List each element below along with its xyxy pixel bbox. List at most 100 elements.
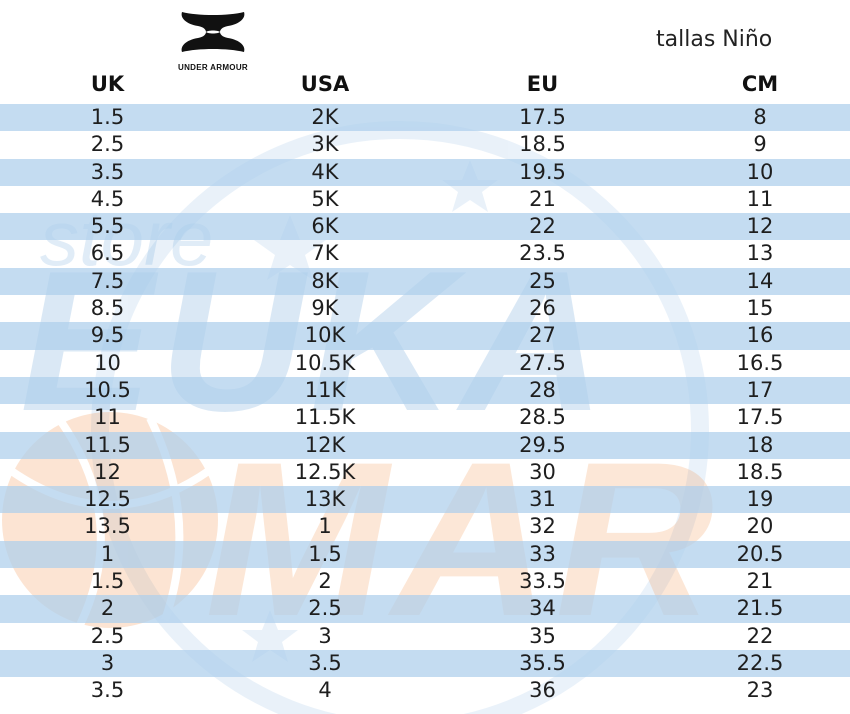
- size-table: 1.5 2K 17.5 8 2.5 3K 18.5 9 3.5 4K 19.5 10 4.5 5K 21 11…: [0, 104, 850, 705]
- table-row: 1.5 2 33.5 21: [0, 568, 850, 595]
- table-cell-usa: 3: [318, 623, 332, 648]
- column-header-cm: CM: [741, 72, 779, 96]
- table-cell-usa: 1.5: [308, 541, 342, 566]
- table-cell-uk: 12.5: [84, 487, 131, 512]
- table-cell-cm: 16: [746, 323, 774, 348]
- table-cell-uk: 2: [100, 596, 115, 621]
- under-armour-logo-text: UNDER ARMOUR: [178, 63, 248, 72]
- table-cell-cm: 23: [746, 678, 774, 703]
- table-cell-uk: 11: [94, 405, 121, 430]
- table-cell-usa: 2K: [311, 105, 339, 129]
- table-row: 12.5 13K 31 19: [0, 486, 850, 514]
- table-cell-usa: 12K: [304, 432, 346, 457]
- page-subtitle: tallas Niño: [656, 27, 773, 52]
- table-cell-cm: 15: [746, 296, 774, 321]
- under-armour-logo-icon: [181, 12, 245, 52]
- table-cell-cm: 8: [753, 105, 767, 129]
- table-cell-eu: 32: [529, 514, 556, 539]
- table-cell-eu: 36: [529, 678, 556, 703]
- table-cell-uk: 3: [100, 650, 115, 675]
- table-cell-eu: 30: [529, 459, 556, 484]
- table-cell-uk: 2.5: [90, 132, 125, 157]
- table-cell-uk: 1.5: [90, 569, 125, 594]
- table-row: 5.5 6K 22 12: [0, 213, 850, 241]
- table-cell-cm: 13: [746, 241, 774, 266]
- column-header-eu: EU: [526, 72, 559, 96]
- table-cell-cm: 18.5: [736, 459, 784, 484]
- table-cell-cm: 22: [746, 623, 774, 648]
- table-cell-cm: 19: [746, 487, 774, 512]
- table-cell-cm: 22.5: [736, 650, 784, 675]
- table-row: 13.5 1 32 20: [0, 513, 850, 540]
- table-cell-eu: 25: [529, 268, 556, 293]
- table-cell-usa: 6K: [311, 214, 339, 239]
- table-cell-cm: 12: [746, 214, 774, 239]
- table-cell-uk: 3.5: [90, 159, 125, 184]
- table-cell-uk: 1: [100, 541, 115, 566]
- table-cell-usa: 10.5K: [294, 350, 356, 375]
- table-cell-usa: 2.5: [308, 596, 342, 621]
- table-cell-uk: 11.5: [84, 432, 131, 457]
- column-header-usa: USA: [300, 72, 350, 96]
- table-row: 11.5 12K 29.5 18: [0, 431, 850, 459]
- table-cell-uk: 2.5: [90, 623, 125, 648]
- table-cell-cm: 17.5: [736, 405, 784, 430]
- table-cell-cm: 9: [753, 132, 767, 157]
- under-armour-logo: UNDER ARMOUR: [160, 10, 266, 72]
- table-row: 8.5 9K 26 15: [0, 295, 850, 322]
- table-row: 11 11.5K 28.5 17.5: [0, 404, 850, 431]
- table-row: 3.5 4 36 23: [0, 677, 850, 704]
- table-cell-usa: 4K: [311, 159, 339, 184]
- table-cell-cm: 21.5: [736, 596, 784, 621]
- table-cell-usa: 3.5: [308, 650, 342, 675]
- table-row: 9.5 10K 27 16: [0, 322, 850, 350]
- table-cell-eu: 35: [529, 623, 556, 648]
- table-cell-eu: 28: [529, 377, 556, 402]
- table-row: 2 2.5 34 21.5: [0, 595, 850, 623]
- table-cell-eu: 27: [529, 323, 556, 348]
- table-row: 12 12.5K 30 18.5: [0, 459, 850, 486]
- table-cell-cm: 16.5: [736, 350, 784, 375]
- table-cell-uk: 7.5: [90, 268, 125, 293]
- column-header-uk: UK: [90, 72, 125, 96]
- table-row: 6.5 7K 23.5 13: [0, 240, 850, 267]
- table-cell-usa: 10K: [304, 323, 346, 348]
- table-cell-eu: 18.5: [519, 132, 566, 157]
- table-cell-usa: 9K: [311, 296, 339, 321]
- table-cell-usa: 11K: [304, 377, 346, 402]
- table-cell-cm: 11: [746, 186, 774, 211]
- table-cell-eu: 17.5: [519, 105, 566, 129]
- table-row: 1.5 2K 17.5 8: [0, 104, 850, 132]
- table-cell-uk: 12: [94, 459, 121, 484]
- table-cell-uk: 9.5: [90, 323, 125, 348]
- table-cell-eu: 26: [529, 296, 556, 321]
- table-cell-eu: 31: [529, 487, 556, 512]
- table-cell-cm: 10: [746, 159, 774, 184]
- table-cell-usa: 4: [318, 678, 332, 703]
- table-row: 7.5 8K 25 14: [0, 267, 850, 296]
- table-cell-eu: 29.5: [519, 432, 566, 457]
- table-cell-uk: 3.5: [90, 678, 125, 703]
- table-cell-cm: 14: [746, 268, 774, 293]
- table-cell-usa: 2: [318, 569, 332, 594]
- table-cell-usa: 1: [318, 514, 332, 539]
- table-row: 3.5 4K 19.5 10: [0, 158, 850, 186]
- table-cell-uk: 4.5: [90, 186, 125, 211]
- table-row: 3 3.5 35.5 22.5: [0, 649, 850, 678]
- table-cell-eu: 22: [529, 214, 556, 239]
- table-row: 2.5 3 35 22: [0, 623, 850, 650]
- table-cell-eu: 23.5: [519, 241, 566, 266]
- table-cell-usa: 3K: [311, 132, 339, 157]
- table-cell-cm: 20: [746, 514, 774, 539]
- table-row: 2.5 3K 18.5 9: [0, 131, 850, 158]
- table-row: 10.5 11K 28 17: [0, 376, 850, 405]
- table-cell-usa: 13K: [304, 487, 346, 512]
- table-cell-usa: 7K: [311, 241, 339, 266]
- table-cell-eu: 28.5: [519, 405, 566, 430]
- table-row: 1 1.5 33 20.5: [0, 540, 850, 569]
- table-cell-uk: 1.5: [90, 105, 125, 129]
- table-cell-eu: 35.5: [519, 650, 566, 675]
- table-cell-eu: 21: [529, 186, 556, 211]
- table-cell-uk: 10.5: [84, 377, 131, 402]
- table-cell-cm: 18: [746, 432, 774, 457]
